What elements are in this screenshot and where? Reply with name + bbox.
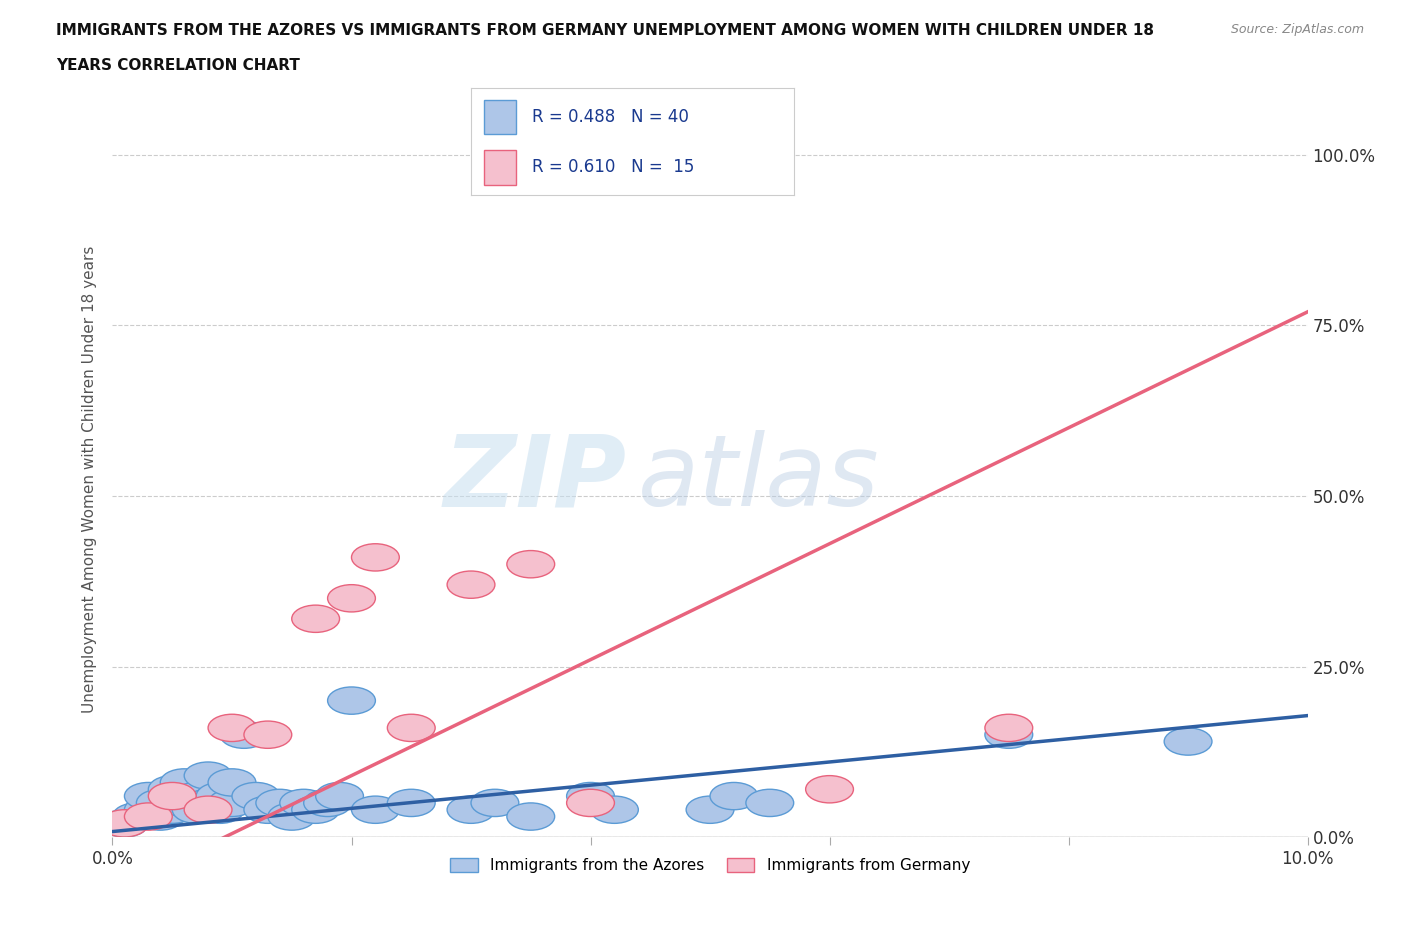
FancyBboxPatch shape xyxy=(484,151,516,184)
Text: R = 0.610   N =  15: R = 0.610 N = 15 xyxy=(533,158,695,177)
FancyBboxPatch shape xyxy=(484,100,516,134)
Y-axis label: Unemployment Among Women with Children Under 18 years: Unemployment Among Women with Children U… xyxy=(82,246,97,712)
Text: Source: ZipAtlas.com: Source: ZipAtlas.com xyxy=(1230,23,1364,36)
Legend: Immigrants from the Azores, Immigrants from Germany: Immigrants from the Azores, Immigrants f… xyxy=(444,852,976,880)
Text: atlas: atlas xyxy=(638,431,880,527)
Text: YEARS CORRELATION CHART: YEARS CORRELATION CHART xyxy=(56,58,299,73)
Text: R = 0.488   N = 40: R = 0.488 N = 40 xyxy=(533,108,689,126)
Text: ZIP: ZIP xyxy=(443,431,627,527)
Text: IMMIGRANTS FROM THE AZORES VS IMMIGRANTS FROM GERMANY UNEMPLOYMENT AMONG WOMEN W: IMMIGRANTS FROM THE AZORES VS IMMIGRANTS… xyxy=(56,23,1154,38)
